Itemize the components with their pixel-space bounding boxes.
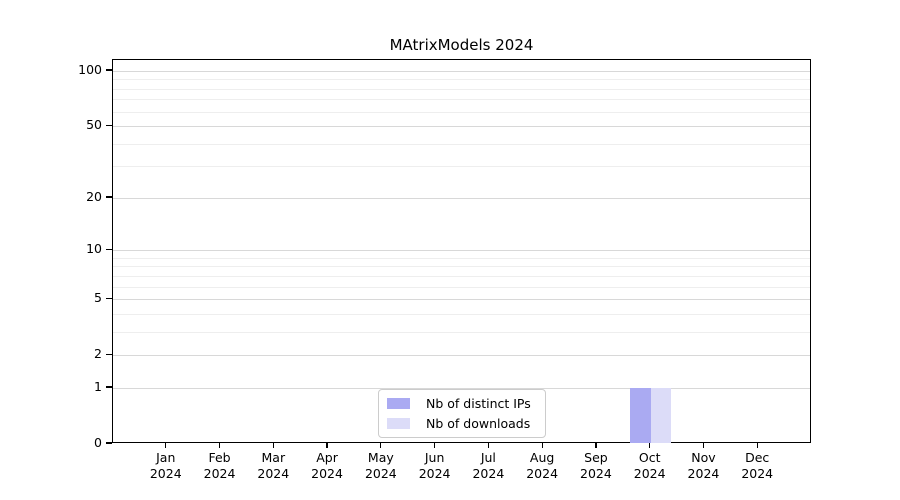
x-tick-year: 2024 xyxy=(257,466,290,481)
x-tick-year: 2024 xyxy=(418,466,451,481)
x-tick-mark xyxy=(595,443,597,448)
x-tick-mark xyxy=(380,443,382,448)
y-tick-mark xyxy=(106,353,112,355)
legend-label-downloads: Nb of downloads xyxy=(426,416,531,431)
x-tick-month: Apr xyxy=(316,450,338,465)
x-tick-label: Aug 2024 xyxy=(515,450,569,482)
x-tick-mark xyxy=(272,443,274,448)
y-tick-label: 10 xyxy=(86,241,102,257)
major-gridline xyxy=(113,197,810,199)
y-tick-label: 100 xyxy=(78,62,102,77)
major-gridline xyxy=(113,299,810,301)
legend-swatch-distinct-ips xyxy=(387,398,410,409)
x-tick-mark xyxy=(326,443,328,448)
y-tick-mark xyxy=(106,442,112,444)
x-tick-month: Jul xyxy=(480,450,496,465)
x-tick-label: Sep 2024 xyxy=(569,450,623,482)
x-tick-mark xyxy=(218,443,221,448)
minor-gridline xyxy=(113,257,810,259)
x-tick-year: 2024 xyxy=(687,466,720,481)
x-tick-year: 2024 xyxy=(580,466,612,481)
legend: Nb of distinct IPs Nb of downloads xyxy=(378,389,546,438)
x-tick-label: Mar 2024 xyxy=(246,450,300,482)
x-tick-month: Sep xyxy=(584,450,608,465)
x-tick-mark xyxy=(487,443,489,448)
x-tick-year: 2024 xyxy=(311,466,343,481)
minor-gridline xyxy=(113,111,810,113)
x-tick-month: Feb xyxy=(208,450,231,465)
minor-gridline xyxy=(113,331,810,333)
x-tick-year: 2024 xyxy=(633,466,666,481)
major-gridline xyxy=(113,387,810,389)
x-tick-month: Jun xyxy=(424,450,445,465)
x-tick-month: Mar xyxy=(261,450,286,465)
x-tick-label: Nov 2024 xyxy=(676,450,730,482)
x-tick-label: Oct 2024 xyxy=(623,450,677,482)
minor-gridline xyxy=(113,286,810,288)
legend-item-distinct-ips: Nb of distinct IPs xyxy=(387,396,537,411)
x-tick-label: May 2024 xyxy=(354,450,408,482)
x-tick-year: 2024 xyxy=(741,466,774,481)
legend-label-distinct-ips: Nb of distinct IPs xyxy=(426,396,531,411)
y-tick-mark xyxy=(106,124,112,126)
chart-title: MAtrixModels 2024 xyxy=(389,36,534,54)
x-tick-month: Jan xyxy=(156,450,176,465)
y-tick-mark xyxy=(106,297,112,299)
x-tick-year: 2024 xyxy=(149,466,182,481)
y-tick-mark xyxy=(106,69,112,71)
minor-gridline xyxy=(113,143,810,145)
y-tick-mark xyxy=(106,386,112,388)
x-tick-label: Feb 2024 xyxy=(193,450,247,482)
y-tick-label: 0 xyxy=(94,435,102,450)
y-tick-label: 1 xyxy=(94,378,102,394)
major-gridline xyxy=(113,250,810,252)
plot-area xyxy=(112,59,811,443)
minor-gridline xyxy=(113,275,810,277)
x-tick-month: Nov xyxy=(691,450,716,465)
y-tick-mark xyxy=(106,248,112,250)
x-tick-label: Jul 2024 xyxy=(461,450,515,482)
x-tick-year: 2024 xyxy=(364,466,397,481)
major-gridline xyxy=(113,126,810,128)
minor-gridline xyxy=(113,166,810,168)
x-tick-label: Dec 2024 xyxy=(730,450,784,482)
x-tick-label: Jun 2024 xyxy=(408,450,462,482)
major-gridline xyxy=(113,355,810,357)
x-tick-month: May xyxy=(367,450,394,465)
y-tick-label: 50 xyxy=(86,117,102,133)
x-tick-mark xyxy=(649,443,651,448)
x-tick-mark xyxy=(702,443,705,448)
y-tick-label: 20 xyxy=(86,188,102,204)
minor-gridline xyxy=(113,313,810,315)
x-tick-mark xyxy=(165,443,167,448)
legend-item-downloads: Nb of downloads xyxy=(387,416,537,431)
x-tick-label: Apr 2024 xyxy=(300,450,354,482)
x-tick-year: 2024 xyxy=(526,466,559,481)
minor-gridline xyxy=(113,88,810,90)
x-tick-month: Oct xyxy=(638,450,661,465)
bar-oct-series1 xyxy=(650,387,672,443)
major-gridline xyxy=(113,71,810,72)
minor-gridline xyxy=(113,79,810,81)
minor-gridline xyxy=(113,99,810,101)
legend-swatch-downloads xyxy=(387,418,410,429)
y-tick-mark xyxy=(106,196,112,198)
x-tick-mark xyxy=(541,443,543,448)
y-tick-label: 5 xyxy=(94,290,102,306)
x-tick-mark xyxy=(434,443,436,448)
minor-gridline xyxy=(113,266,810,268)
x-tick-month: Dec xyxy=(745,450,770,465)
bar-oct-series0 xyxy=(629,387,651,443)
x-tick-month: Aug xyxy=(529,450,555,465)
x-tick-label: Jan 2024 xyxy=(139,450,193,482)
y-tick-label: 2 xyxy=(94,346,102,362)
x-tick-mark xyxy=(756,443,758,448)
x-tick-year: 2024 xyxy=(203,466,236,481)
x-tick-year: 2024 xyxy=(472,466,505,481)
